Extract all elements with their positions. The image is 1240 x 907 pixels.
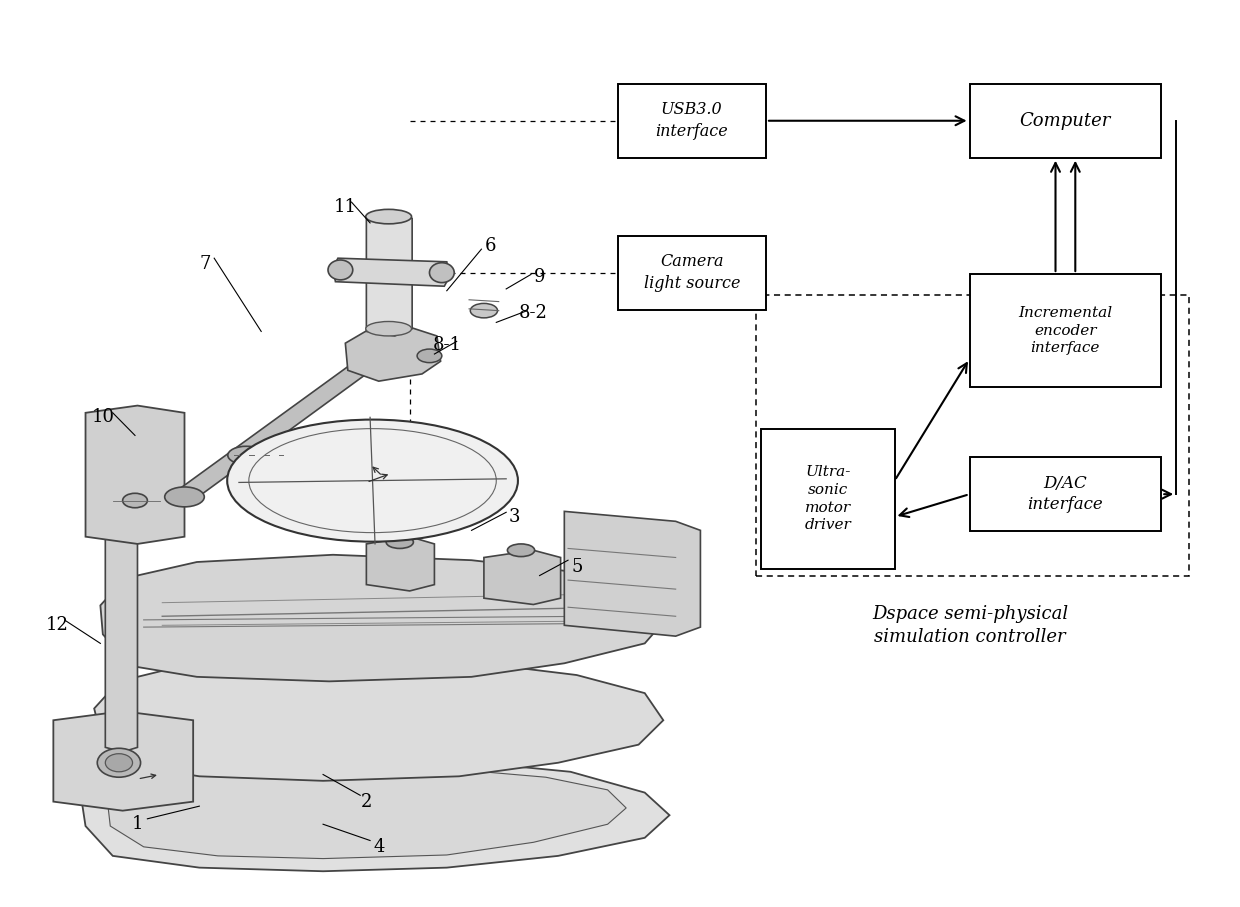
Ellipse shape [417,349,441,363]
FancyBboxPatch shape [618,83,766,158]
Polygon shape [94,657,663,781]
Ellipse shape [366,321,412,336]
Text: 11: 11 [334,198,357,216]
Text: 3: 3 [510,508,521,526]
Ellipse shape [386,536,413,549]
Polygon shape [100,555,667,681]
Polygon shape [484,551,560,604]
FancyBboxPatch shape [761,429,895,569]
Text: 1: 1 [131,815,144,834]
Polygon shape [366,537,434,591]
Text: 2: 2 [361,793,372,811]
Polygon shape [82,756,670,872]
FancyBboxPatch shape [970,83,1162,158]
Text: Camera
light source: Camera light source [644,253,740,292]
Polygon shape [53,711,193,811]
FancyBboxPatch shape [970,274,1162,387]
Text: 9: 9 [534,268,546,287]
Text: 7: 7 [200,255,211,273]
Polygon shape [564,512,701,636]
Text: 8-2: 8-2 [520,305,548,322]
Text: 4: 4 [373,838,384,856]
Polygon shape [86,405,185,544]
Text: 5: 5 [570,558,583,576]
Ellipse shape [228,446,265,464]
Text: Dspace semi-physical
simulation controller: Dspace semi-physical simulation controll… [872,604,1068,646]
Text: 6: 6 [485,237,496,255]
Polygon shape [172,356,378,501]
Ellipse shape [105,754,133,772]
Text: 12: 12 [46,616,68,634]
Text: USB3.0
interface: USB3.0 interface [656,102,728,140]
Text: D/AC
interface: D/AC interface [1028,475,1104,513]
Ellipse shape [470,304,497,317]
Ellipse shape [366,210,412,224]
Polygon shape [105,503,138,752]
Polygon shape [345,325,440,381]
Polygon shape [108,766,626,859]
Text: Ultra-
sonic
motor
driver: Ultra- sonic motor driver [805,465,851,532]
Ellipse shape [329,260,352,280]
Ellipse shape [507,544,534,557]
Text: 10: 10 [92,408,114,426]
Ellipse shape [227,420,518,541]
Ellipse shape [123,493,148,508]
Text: 8-1: 8-1 [433,336,461,354]
Ellipse shape [429,263,454,283]
Polygon shape [334,258,449,287]
Polygon shape [366,211,412,336]
FancyBboxPatch shape [618,236,766,309]
Text: Incremental
encoder
interface: Incremental encoder interface [1018,306,1112,356]
Ellipse shape [165,487,205,507]
Ellipse shape [97,748,140,777]
Text: Computer: Computer [1019,112,1111,130]
FancyBboxPatch shape [970,457,1162,532]
